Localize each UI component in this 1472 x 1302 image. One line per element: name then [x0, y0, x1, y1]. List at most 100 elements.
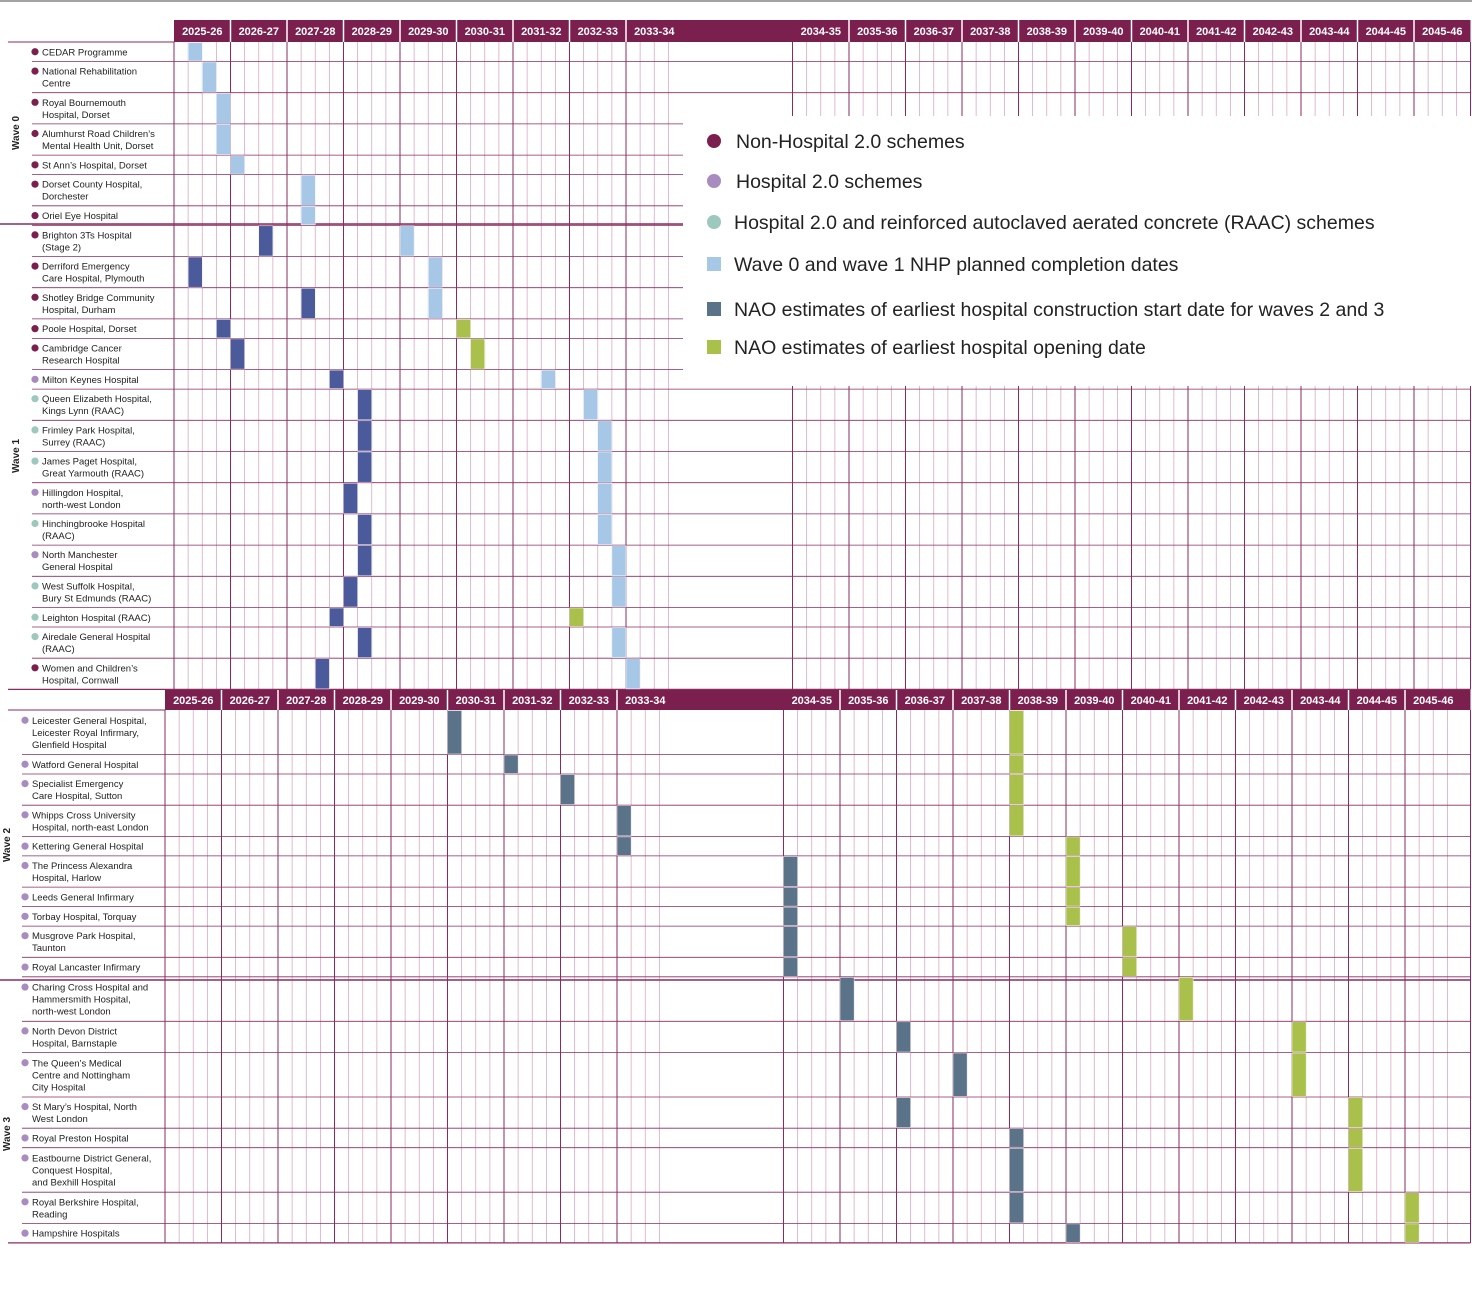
year-label: 2042-43	[1253, 26, 1293, 38]
scheme-dot	[21, 842, 29, 850]
year-label: 2030-31	[465, 26, 505, 38]
scheme-dot	[31, 344, 39, 352]
timeline-bar-opening	[1065, 836, 1081, 856]
year-label: 2041-42	[1196, 26, 1236, 38]
scheme-label-line: Royal Preston Hospital	[32, 1133, 129, 1144]
scheme-dot	[21, 1198, 29, 1206]
legend-background	[683, 116, 1472, 386]
legend-marker-circle	[707, 215, 721, 229]
year-label: 2026-27	[230, 695, 270, 707]
year-label: 2042-43	[1244, 695, 1284, 707]
scheme-label-line: Leighton Hospital (RAAC)	[42, 613, 151, 624]
scheme-dot	[31, 519, 39, 528]
timeline-bar-start	[329, 369, 344, 389]
scheme-label: North Manchester General Hospital	[42, 550, 118, 573]
year-label: 2028-29	[352, 26, 392, 38]
scheme-dot	[31, 551, 39, 559]
scheme-dot	[31, 426, 39, 434]
scheme-label-line: Oriel Eye Hospital	[42, 211, 118, 222]
scheme-label: Specialist Emergency Care Hospital, Sutto…	[32, 779, 124, 802]
scheme-label: Poole Hospital, Dorset	[42, 324, 137, 335]
scheme-label-line: Centre	[42, 79, 71, 90]
year-label: 2034-35	[801, 26, 841, 38]
year-label: 2035-36	[848, 695, 888, 707]
scheme-label: Hillingdon Hospital, north-west London	[42, 488, 123, 511]
timeline-bar-start	[783, 957, 798, 977]
scheme-label-line: Hospital, Dorset	[42, 110, 110, 121]
scheme-label-line: (Stage 2)	[42, 242, 81, 253]
scheme-label: St Mary’s Hospital, North West London	[32, 1102, 137, 1125]
timeline-bar-opening	[1009, 805, 1024, 837]
grid	[22, 710, 1471, 1244]
scheme-dot	[21, 983, 29, 991]
scheme-dot	[31, 488, 39, 496]
timeline-bar-opening	[1348, 1128, 1363, 1148]
timeline-bar-completion	[187, 42, 203, 62]
scheme-dot	[31, 633, 39, 641]
timeline-bar-completion	[300, 174, 316, 206]
scheme-label: Torbay Hospital, Torquay	[32, 912, 137, 923]
scheme-dot	[31, 48, 39, 56]
scheme-label-line: Mental Health Unit, Dorset	[42, 141, 154, 152]
scheme-label: The Princess Alexandra Hospital, Harlow	[32, 861, 133, 884]
timeline-bar-start	[1065, 1223, 1081, 1243]
scheme-label-line: Hampshire Hospitals	[32, 1229, 120, 1240]
scheme-label: Royal Preston Hospital	[32, 1133, 129, 1144]
scheme-label: CEDAR Programme	[42, 47, 128, 58]
year-label: 2038-39	[1027, 26, 1067, 38]
scheme-label: Derriford Emergency Care Hospital, Plymou…	[42, 262, 144, 285]
timeline-bar-completion	[399, 225, 415, 257]
timeline-bar-start	[357, 627, 372, 658]
timeline-bar-completion	[611, 627, 627, 658]
year-label: 2040-41	[1131, 695, 1171, 707]
scheme-dot	[31, 325, 39, 333]
scheme-label-line: St Mary’s Hospital, North	[32, 1102, 137, 1113]
timeline-bar-opening	[569, 607, 584, 627]
legend-marker-circle	[707, 134, 721, 148]
year-label: 2026-27	[239, 26, 279, 38]
timeline-bar-completion	[597, 514, 613, 545]
year-label: 2030-31	[456, 695, 496, 707]
scheme-dot	[21, 1027, 29, 1035]
year-label: 2038-39	[1018, 695, 1058, 707]
scheme-label-line: Care Hospital, Sutton	[32, 791, 122, 802]
scheme-label-line: Reading	[32, 1209, 67, 1220]
year-label: 2035-36	[857, 26, 897, 38]
year-label: 2039-40	[1083, 26, 1123, 38]
scheme-dot	[31, 129, 39, 138]
scheme-label-line: The Princess Alexandra	[32, 861, 133, 872]
timeline-bar-completion	[216, 124, 231, 155]
scheme-dot	[21, 932, 29, 940]
scheme-label-line: Cambridge Cancer	[42, 344, 122, 355]
timeline-bar-start	[357, 451, 372, 483]
year-label: 2032-33	[578, 26, 618, 38]
wave-label: Wave 0	[11, 116, 22, 151]
scheme-label-line: (RAAC)	[42, 531, 75, 542]
timeline-bar-opening	[1122, 957, 1137, 977]
scheme-dot	[21, 811, 29, 819]
scheme-label: North Devon District Hospital, Barnstaple	[32, 1026, 117, 1049]
year-label: 2037-38	[961, 695, 1001, 707]
scheme-dot	[31, 262, 39, 270]
scheme-label: West Suffolk Hospital, Bury St Edmunds (R…	[42, 581, 151, 604]
scheme-label: Leeds General Infirmary	[32, 892, 134, 903]
legend-label: NAO estimates of earliest hospital const…	[734, 299, 1384, 321]
scheme-label-line: Poole Hospital, Dorset	[42, 324, 137, 335]
scheme-label-line: West London	[32, 1114, 88, 1125]
scheme-dot	[31, 161, 39, 169]
year-label: 2029-30	[408, 26, 448, 38]
scheme-label-line: Kings Lynn (RAAC)	[42, 406, 124, 417]
scheme-label-line: Eastbourne District General,	[32, 1153, 151, 1164]
timeline-bar-start	[187, 256, 203, 288]
scheme-label: The Queen’s Medical Centre and Nottingham…	[32, 1058, 130, 1093]
year-label: 2040-41	[1140, 26, 1180, 38]
timeline-bar-opening	[1348, 1147, 1363, 1192]
scheme-dot	[21, 760, 29, 768]
scheme-label-line: North Devon District	[32, 1026, 117, 1037]
scheme-label-line: Hospital, north-east London	[32, 822, 149, 833]
timeline-bar-opening	[1009, 710, 1024, 755]
timeline-bar-completion	[611, 545, 627, 577]
legend-label: NAO estimates of earliest hospital openi…	[734, 337, 1146, 359]
scheme-label: Eastbourne District General, Conquest Hos…	[32, 1153, 151, 1188]
scheme-label-line: north-west London	[42, 500, 121, 511]
